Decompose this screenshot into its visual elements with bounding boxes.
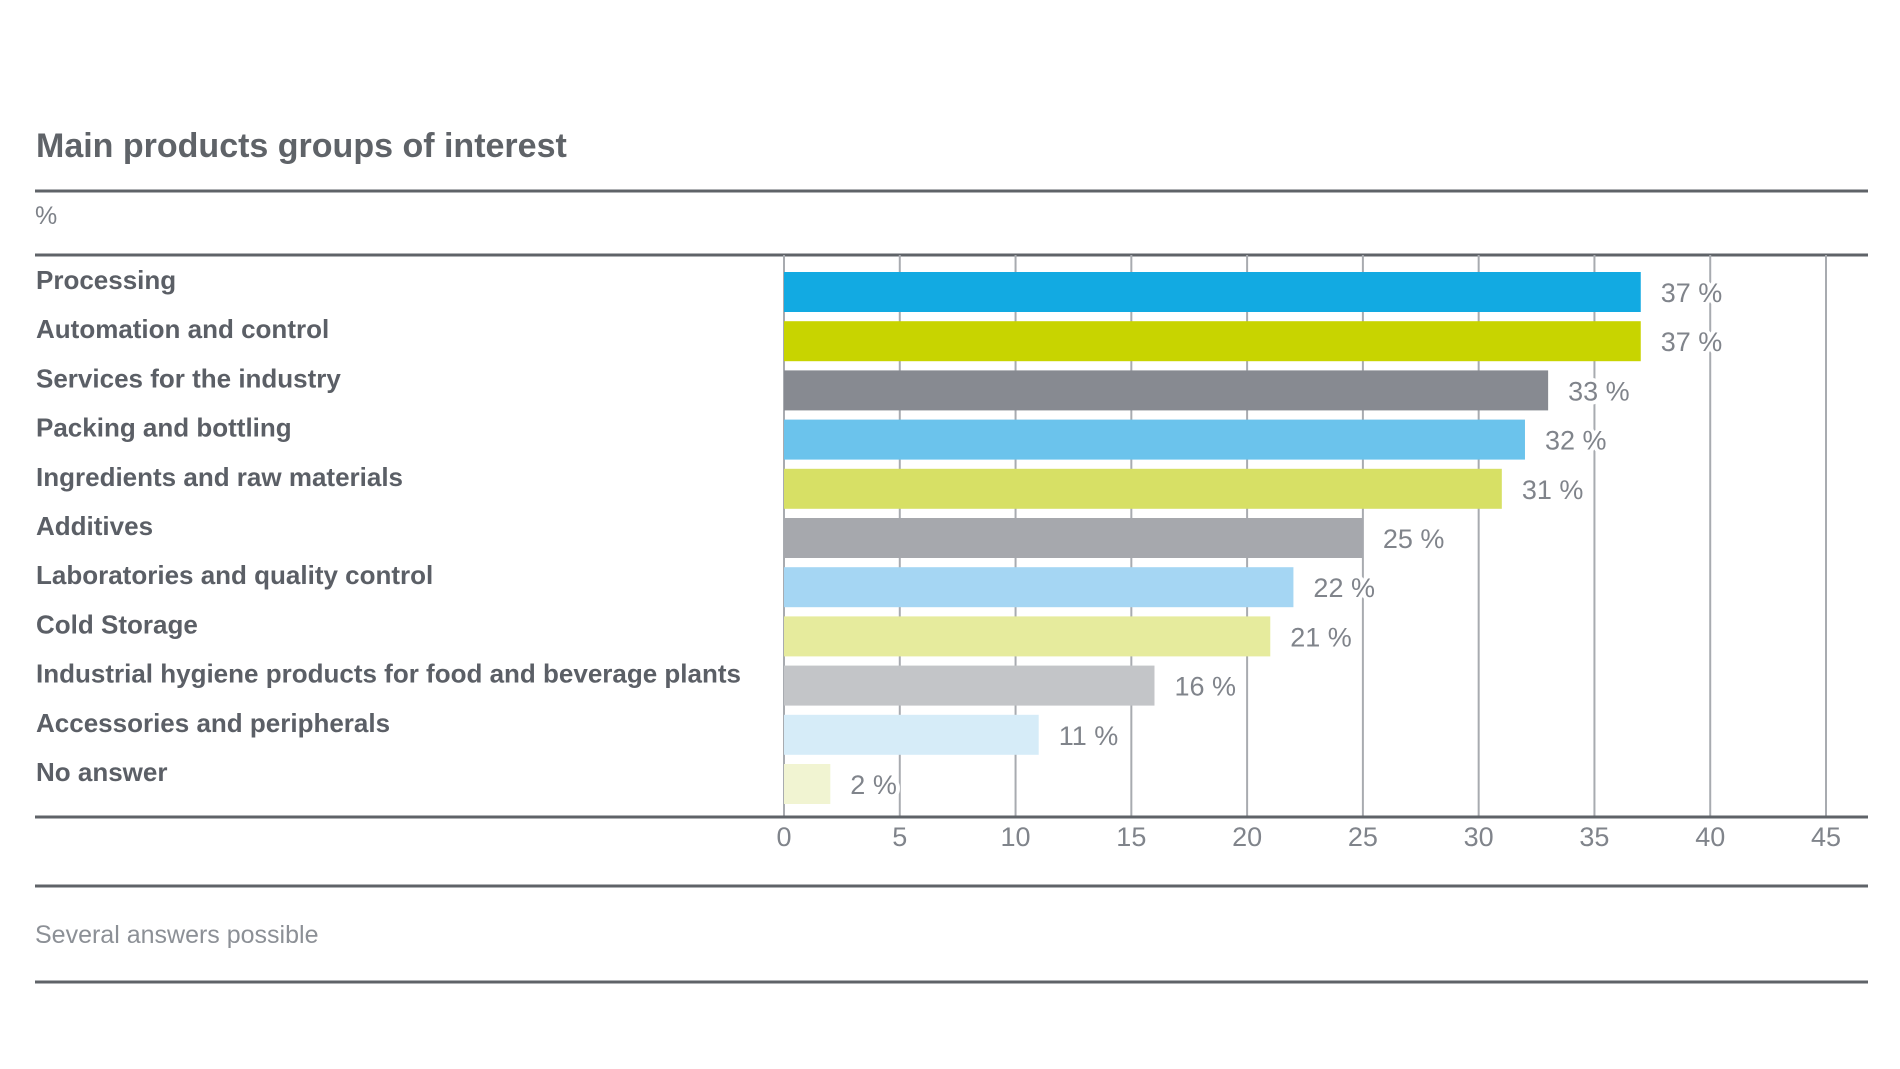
category-label: Cold Storage [36, 609, 198, 639]
value-label-halo: 25 % [1383, 524, 1445, 554]
value-label-halo: 11 % [1059, 721, 1119, 751]
bar [784, 321, 1641, 362]
x-tick-label: 0 [776, 822, 791, 852]
value-label-halo: 33 % [1568, 376, 1630, 406]
value-label: 32 % [1545, 426, 1607, 456]
value-label: 2 % [850, 770, 897, 800]
category-label: Services for the industry [36, 363, 341, 393]
bar [784, 468, 1502, 509]
bar [784, 714, 1039, 755]
value-label: 11 % [1059, 721, 1119, 751]
value-label: 37 % [1661, 278, 1723, 308]
category-label: Additives [36, 511, 153, 541]
category-label: Ingredients and raw materials [36, 462, 403, 492]
value-label-halo: 37 % [1661, 327, 1723, 357]
x-tick-label: 40 [1695, 822, 1725, 852]
bar [784, 764, 831, 804]
value-label: 37 % [1661, 327, 1723, 357]
bar [784, 272, 1641, 312]
value-label: 21 % [1290, 622, 1352, 652]
value-label-halo: 22 % [1313, 573, 1375, 603]
value-label: 22 % [1313, 573, 1375, 603]
value-label-halo: 32 % [1545, 426, 1607, 456]
x-tick-label: 20 [1232, 822, 1262, 852]
value-label: 33 % [1568, 376, 1630, 406]
x-tick-label: 35 [1579, 822, 1609, 852]
value-label-halo: 21 % [1290, 622, 1352, 652]
x-tick-labels: 0 5 10 15 20 25 30 35 40 45 [776, 822, 1841, 852]
x-tick-label: 15 [1116, 822, 1146, 852]
value-labels: 37 %37 %37 %37 %33 %33 %32 %32 %31 %31 %… [846, 274, 1726, 804]
value-label: 16 % [1174, 672, 1236, 702]
x-tick-label: 10 [1001, 822, 1031, 852]
category-label: Laboratories and quality control [36, 560, 433, 590]
value-label: 31 % [1522, 475, 1584, 505]
x-tick-label: 45 [1811, 822, 1841, 852]
category-label: Industrial hygiene products for food and… [36, 659, 741, 689]
value-label-halo: 37 % [1661, 278, 1723, 308]
bar [784, 665, 1155, 706]
bar [784, 518, 1363, 558]
bar [784, 370, 1549, 411]
category-label: Accessories and peripherals [36, 708, 390, 738]
footnote: Several answers possible [35, 921, 318, 949]
x-tick-label: 30 [1464, 822, 1494, 852]
category-label: Processing [36, 265, 176, 295]
category-label: Packing and bottling [36, 413, 292, 443]
bar [784, 616, 1271, 657]
chart-title: Main products groups of interest [36, 127, 567, 165]
value-label-halo: 2 % [850, 770, 897, 800]
bar [784, 567, 1294, 608]
category-label: Automation and control [36, 314, 329, 344]
value-label-halo: 16 % [1174, 672, 1236, 702]
unit-label: % [35, 202, 57, 230]
bars [784, 272, 1641, 804]
x-tick-label: 25 [1348, 822, 1378, 852]
category-labels: Processing Automation and control Services… [36, 265, 741, 787]
bar [784, 419, 1525, 460]
x-tick-label: 5 [892, 822, 907, 852]
category-label: No answer [36, 757, 168, 787]
value-label-halo: 31 % [1522, 475, 1584, 505]
value-label: 25 % [1383, 524, 1445, 554]
